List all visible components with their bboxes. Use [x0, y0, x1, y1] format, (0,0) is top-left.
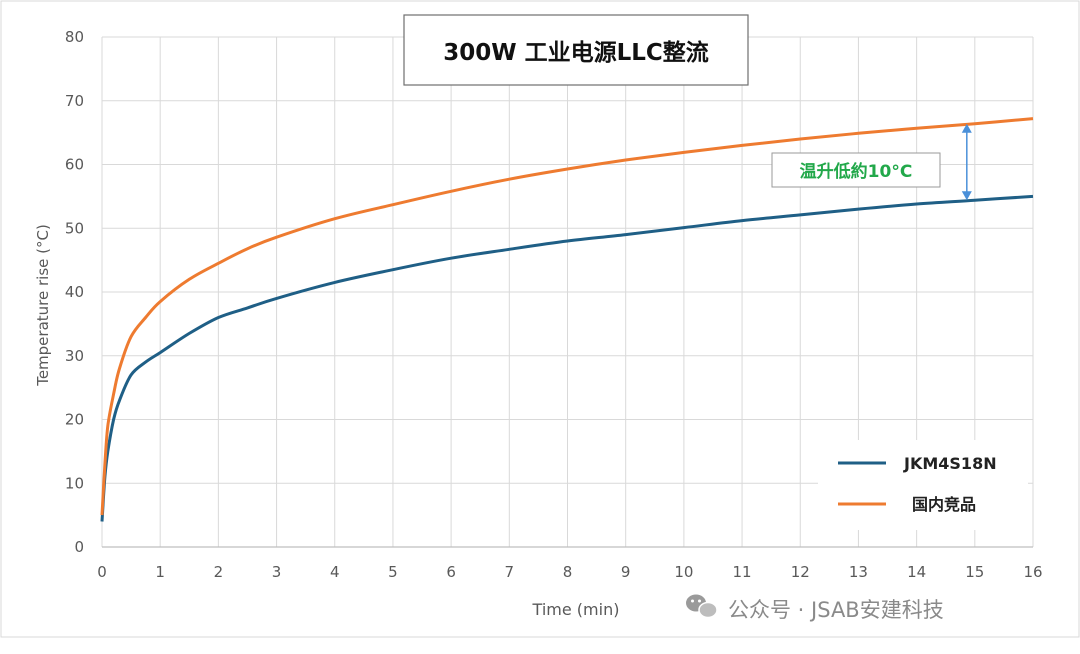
x-tick-label: 3 [272, 563, 282, 581]
y-axis-label: Temperature rise (°C) [34, 224, 52, 387]
axes: 0 1 2 3 4 5 6 7 8 9 10 11 12 13 14 15 160102030405060708… [65, 28, 1043, 581]
title-box [403, 14, 749, 86]
annotation-arrowhead-bottom [961, 191, 972, 201]
series-line-domestic [100, 117, 1034, 516]
x-tick-label: 4 [330, 563, 340, 581]
x-tick-label: 8 [563, 563, 573, 581]
annotation-layer [961, 123, 972, 201]
legend-label-jkm4s18n: JKM4S18N [903, 454, 997, 473]
x-tick-label: 1 [155, 563, 165, 581]
series-layer [100, 117, 1034, 522]
series-line-jkm4s18n [100, 194, 1034, 522]
x-tick-label: 16 [1023, 563, 1042, 581]
legend: JKM4S18N 国内竞品 [818, 440, 1028, 530]
x-axis-label: Time (min) [532, 600, 620, 619]
watermark-text: 公众号 · JSAB安建科技 [728, 598, 944, 622]
x-tick-label: 13 [849, 563, 868, 581]
y-tick-label: 10 [65, 474, 84, 492]
x-tick-label: 7 [505, 563, 515, 581]
legend-label-domestic: 国内竞品 [912, 495, 976, 514]
x-tick-label: 11 [733, 563, 752, 581]
chart-title: 300W 工业电源LLC整流 [443, 39, 709, 66]
annotation-arrowhead-top [961, 123, 972, 133]
y-tick-label: 40 [65, 283, 84, 301]
x-tick-label: 10 [674, 563, 693, 581]
annotation-label: 温升低約10°C [800, 161, 913, 182]
y-tick-label: 70 [65, 92, 84, 110]
y-tick-label: 50 [65, 219, 84, 237]
x-tick-label: 2 [214, 563, 224, 581]
y-tick-label: 80 [65, 28, 84, 46]
x-tick-label: 15 [965, 563, 984, 581]
x-tick-label: 6 [446, 563, 456, 581]
x-tick-label: 14 [907, 563, 926, 581]
y-tick-label: 0 [74, 538, 84, 556]
y-tick-label: 20 [65, 411, 84, 429]
x-tick-label: 9 [621, 563, 631, 581]
chart-border [0, 0, 1080, 638]
y-tick-label: 30 [65, 347, 84, 365]
watermark: 公众号 · JSAB安建科技 [686, 594, 944, 622]
x-tick-label: 12 [791, 563, 810, 581]
annotation-box [771, 152, 941, 188]
x-tick-label: 5 [388, 563, 398, 581]
wechat-icon [686, 594, 718, 619]
x-tick-label: 0 [97, 563, 107, 581]
y-tick-label: 60 [65, 156, 84, 174]
